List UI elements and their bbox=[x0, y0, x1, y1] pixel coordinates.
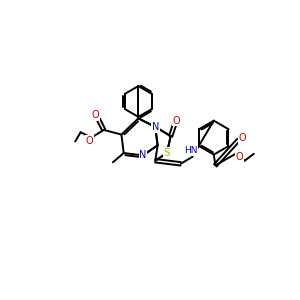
Text: N: N bbox=[139, 150, 147, 160]
Text: N: N bbox=[152, 122, 159, 132]
Text: O: O bbox=[85, 136, 93, 146]
Text: N: N bbox=[152, 122, 159, 132]
Text: HN: HN bbox=[184, 146, 197, 155]
Text: O: O bbox=[172, 116, 180, 126]
Text: S: S bbox=[164, 148, 170, 158]
Text: O: O bbox=[92, 110, 99, 120]
Text: HN: HN bbox=[184, 146, 197, 155]
Text: O: O bbox=[236, 152, 243, 162]
Text: O: O bbox=[238, 134, 246, 143]
Text: N: N bbox=[139, 150, 147, 160]
Text: S: S bbox=[164, 148, 170, 158]
